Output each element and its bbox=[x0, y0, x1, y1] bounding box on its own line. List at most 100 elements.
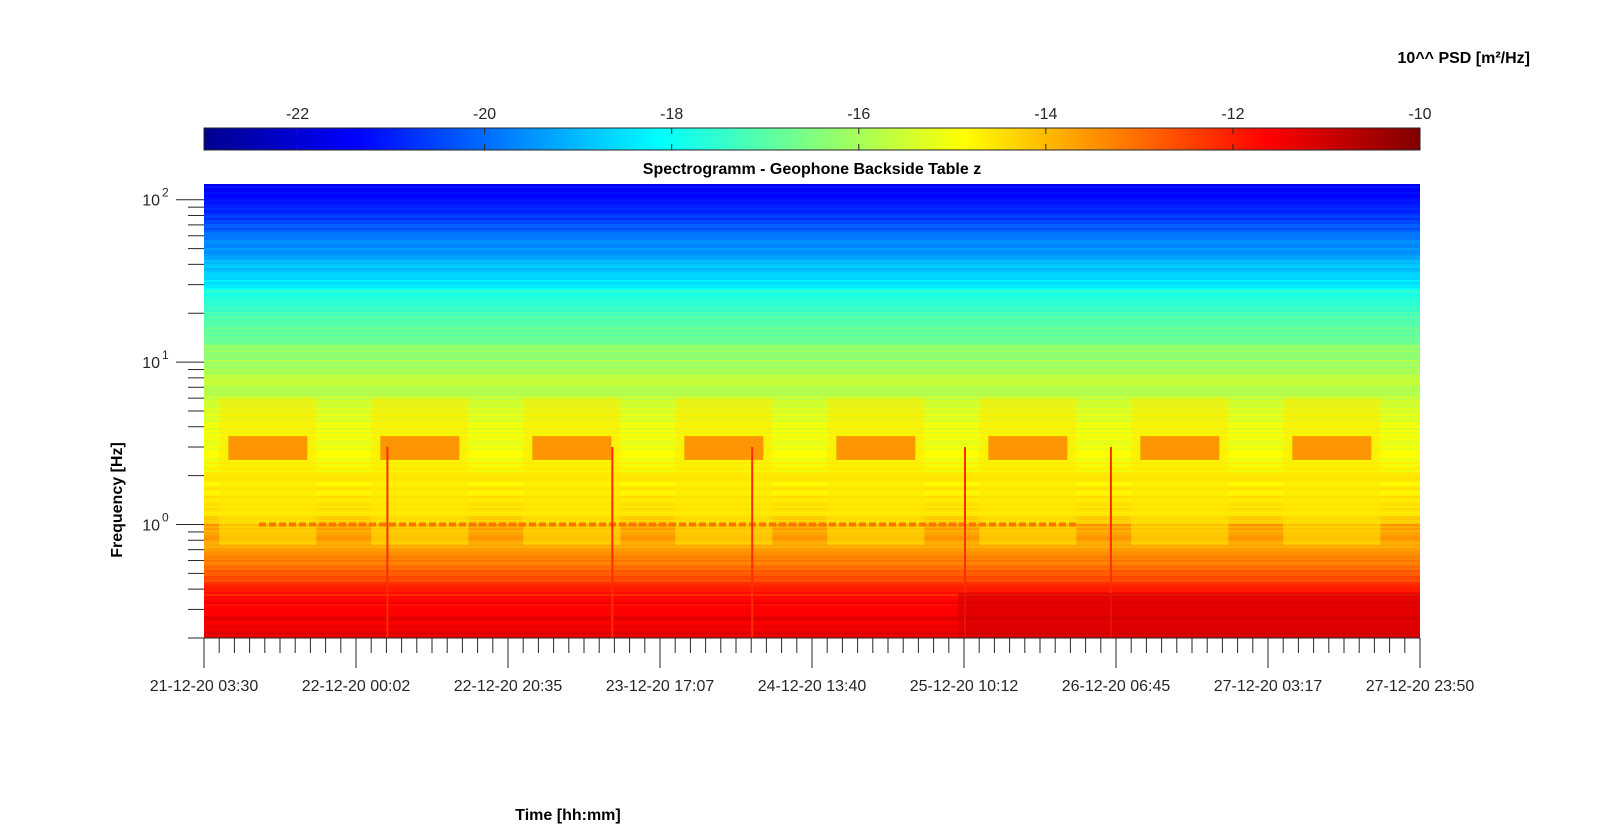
line-segment bbox=[339, 522, 346, 527]
frequency-band bbox=[204, 610, 1420, 613]
frequency-bands bbox=[204, 184, 1420, 638]
frequency-band bbox=[204, 598, 1420, 601]
line-segment bbox=[919, 522, 926, 527]
line-segment bbox=[689, 522, 696, 527]
line-segment bbox=[669, 522, 676, 527]
line-segment bbox=[949, 522, 956, 527]
frequency-band bbox=[204, 420, 1420, 423]
frequency-band bbox=[204, 252, 1420, 255]
low-freq-energy bbox=[957, 592, 1420, 638]
frequency-band bbox=[204, 634, 1420, 637]
frequency-band bbox=[204, 494, 1420, 497]
line-segment bbox=[649, 522, 656, 527]
frequency-band bbox=[204, 542, 1420, 545]
frequency-band bbox=[204, 316, 1420, 319]
frequency-band bbox=[204, 500, 1420, 503]
frequency-band bbox=[204, 628, 1420, 631]
frequency-band bbox=[204, 564, 1420, 567]
frequency-band bbox=[204, 302, 1420, 305]
frequency-band bbox=[204, 506, 1420, 509]
line-segment bbox=[489, 522, 496, 527]
frequency-band bbox=[204, 186, 1420, 189]
line-segment bbox=[999, 522, 1006, 527]
y-tick-exponent: 0 bbox=[162, 511, 169, 525]
line-segment bbox=[979, 522, 986, 527]
frequency-band bbox=[204, 228, 1420, 231]
burst-patch bbox=[380, 436, 460, 460]
line-segment bbox=[719, 522, 726, 527]
line-segment bbox=[569, 522, 576, 527]
line-segment bbox=[859, 522, 866, 527]
x-tick-label: 27-12-20 23:50 bbox=[1366, 678, 1475, 695]
frequency-band bbox=[204, 544, 1420, 547]
frequency-band bbox=[204, 514, 1420, 517]
frequency-band bbox=[204, 262, 1420, 265]
line-segment bbox=[279, 522, 286, 527]
frequency-band bbox=[204, 360, 1420, 363]
frequency-band bbox=[204, 256, 1420, 259]
line-segment bbox=[929, 522, 936, 527]
burst-patch bbox=[532, 436, 612, 460]
frequency-band bbox=[204, 436, 1420, 439]
line-segment bbox=[459, 522, 466, 527]
line-segment bbox=[659, 522, 666, 527]
y-axis-label: Frequency [Hz] bbox=[109, 442, 126, 558]
frequency-band bbox=[204, 490, 1420, 493]
frequency-band bbox=[204, 408, 1420, 411]
frequency-band bbox=[204, 214, 1420, 217]
line-segment bbox=[939, 522, 946, 527]
x-tick-label: 26-12-20 06:45 bbox=[1062, 678, 1171, 695]
frequency-band bbox=[204, 268, 1420, 271]
frequency-band bbox=[204, 242, 1420, 245]
frequency-band bbox=[204, 266, 1420, 269]
frequency-band bbox=[204, 194, 1420, 197]
frequency-band bbox=[204, 304, 1420, 307]
frequency-band bbox=[204, 484, 1420, 487]
frequency-band bbox=[204, 348, 1420, 351]
burst-patch bbox=[228, 436, 308, 460]
frequency-band bbox=[204, 516, 1420, 519]
line-segment bbox=[379, 522, 386, 527]
frequency-band bbox=[204, 558, 1420, 561]
frequency-band bbox=[204, 424, 1420, 427]
line-segment bbox=[419, 522, 426, 527]
frequency-band bbox=[204, 552, 1420, 555]
frequency-band bbox=[204, 584, 1420, 587]
frequency-band bbox=[204, 416, 1420, 419]
frequency-band bbox=[204, 282, 1420, 285]
line-segment bbox=[909, 522, 916, 527]
line-segment bbox=[729, 522, 736, 527]
frequency-band bbox=[204, 532, 1420, 535]
frequency-band bbox=[204, 422, 1420, 425]
frequency-band bbox=[204, 536, 1420, 539]
line-segment bbox=[959, 522, 966, 527]
frequency-band bbox=[204, 248, 1420, 251]
frequency-band bbox=[204, 620, 1420, 623]
x-tick-label: 24-12-20 13:40 bbox=[758, 678, 867, 695]
frequency-band bbox=[204, 602, 1420, 605]
frequency-band bbox=[204, 612, 1420, 615]
activity-patch bbox=[219, 398, 317, 545]
frequency-band bbox=[204, 378, 1420, 381]
frequency-band bbox=[204, 586, 1420, 589]
frequency-band bbox=[204, 472, 1420, 475]
frequency-band bbox=[204, 614, 1420, 617]
frequency-band bbox=[204, 548, 1420, 551]
frequency-band bbox=[204, 352, 1420, 355]
frequency-band bbox=[204, 406, 1420, 409]
frequency-band bbox=[204, 504, 1420, 507]
frequency-band bbox=[204, 600, 1420, 603]
line-segment bbox=[709, 522, 716, 527]
x-tick-label: 22-12-20 00:02 bbox=[302, 678, 411, 695]
frequency-band bbox=[204, 326, 1420, 329]
activity-patch bbox=[827, 398, 925, 545]
frequency-band bbox=[204, 188, 1420, 191]
line-segment bbox=[739, 522, 746, 527]
line-segment bbox=[389, 522, 396, 527]
x-tick-label: 27-12-20 03:17 bbox=[1214, 678, 1323, 695]
frequency-band bbox=[204, 196, 1420, 199]
frequency-band bbox=[204, 410, 1420, 413]
frequency-band bbox=[204, 258, 1420, 261]
colorbar: -22 -20 -18 -16 -14 -12 -10 bbox=[203, 106, 1432, 151]
